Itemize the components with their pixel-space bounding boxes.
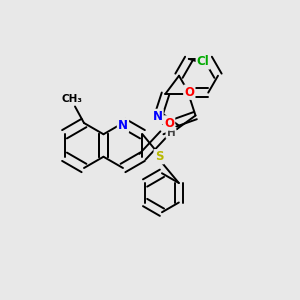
Text: S: S bbox=[155, 150, 163, 163]
Text: O: O bbox=[184, 86, 194, 99]
Text: CH₃: CH₃ bbox=[61, 94, 82, 104]
Text: Cl: Cl bbox=[197, 55, 209, 68]
Text: N: N bbox=[118, 119, 128, 132]
Text: N: N bbox=[152, 110, 163, 123]
Text: H: H bbox=[167, 128, 175, 138]
Text: O: O bbox=[164, 116, 174, 130]
